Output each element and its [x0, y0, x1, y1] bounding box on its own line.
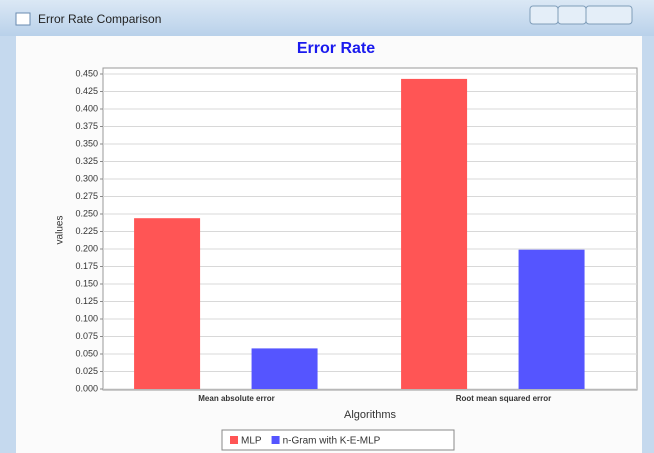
- bar: [401, 78, 468, 390]
- y-tick-label: 0.200: [75, 243, 98, 253]
- legend-label: n-Gram with K-E-MLP: [283, 436, 381, 447]
- y-tick-label: 0.350: [75, 138, 98, 148]
- bar: [518, 249, 585, 389]
- bar: [251, 348, 318, 389]
- y-tick-label: 0.075: [75, 331, 98, 341]
- y-tick-label: 0.375: [75, 121, 98, 131]
- y-tick-label: 0.025: [75, 366, 98, 376]
- maximize-button[interactable]: [557, 5, 587, 25]
- y-tick-label: 0.275: [75, 191, 98, 201]
- legend: [221, 429, 455, 451]
- legend-swatch: [230, 436, 238, 444]
- y-tick-label: 0.000: [75, 383, 98, 393]
- bar: [134, 218, 201, 389]
- y-tick-label: 0.150: [75, 278, 98, 288]
- window-icon: [15, 12, 31, 26]
- y-tick-label: 0.125: [75, 296, 98, 306]
- y-tick-label: 0.100: [75, 313, 98, 323]
- x-tick-label: Root mean squared error: [456, 394, 552, 403]
- y-tick-label: 0.050: [75, 348, 98, 358]
- x-axis-label: Algorithms: [344, 409, 396, 421]
- y-axis-label: values: [55, 216, 66, 245]
- legend-label: MLP: [241, 436, 262, 447]
- y-tick-label: 0.400: [75, 103, 98, 113]
- close-button[interactable]: [585, 5, 633, 25]
- y-tick-label: 0.325: [75, 156, 98, 166]
- y-tick-label: 0.450: [75, 68, 98, 78]
- minimize-button[interactable]: [529, 5, 559, 25]
- legend-swatch: [271, 436, 280, 444]
- y-tick-label: 0.175: [75, 261, 98, 271]
- window-title: Error Rate Comparison: [38, 12, 161, 26]
- y-tick-label: 0.250: [75, 208, 98, 218]
- x-tick-label: Mean absolute error: [198, 394, 274, 403]
- y-tick-label: 0.300: [75, 173, 98, 183]
- y-tick-label: 0.225: [75, 226, 98, 236]
- y-tick-label: 0.425: [75, 86, 98, 96]
- chart-title: Error Rate: [297, 40, 375, 57]
